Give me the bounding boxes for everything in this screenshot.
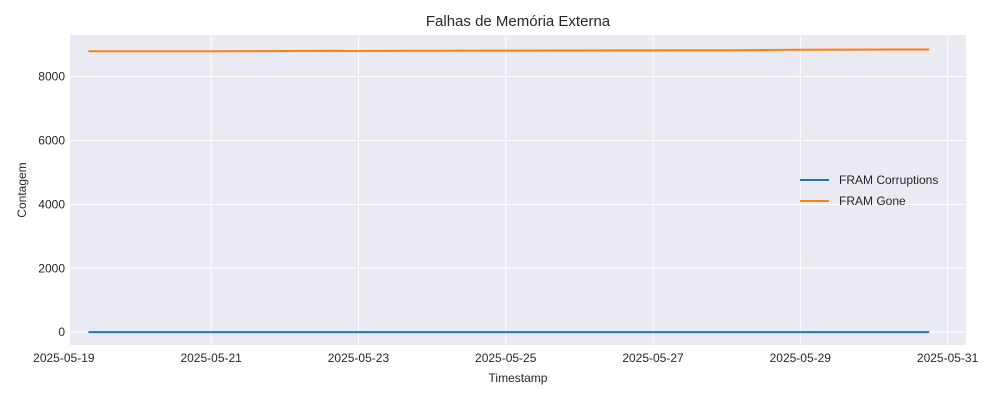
plot-area <box>70 35 966 345</box>
x-tick-label: 2025-05-19 <box>33 351 95 365</box>
x-tick-label: 2025-05-31 <box>917 351 979 365</box>
x-axis-title: Timestamp <box>489 371 548 385</box>
legend-label-1: FRAM Gone <box>839 194 906 208</box>
series-lines <box>88 48 930 334</box>
y-tick-label: 6000 <box>38 133 65 147</box>
y-tick-label: 4000 <box>38 197 65 211</box>
legend-label-0: FRAM Corruptions <box>839 173 938 187</box>
chart-title: Falhas de Memória Externa <box>426 13 611 30</box>
x-tick-labels: 2025-05-19 2025-05-21 2025-05-23 2025-05-25… <box>33 351 978 365</box>
legend: FRAM Corruptions FRAM Gone <box>800 173 938 208</box>
grid <box>63 35 966 345</box>
y-tick-label: 0 <box>58 325 65 339</box>
x-tick-label: 2025-05-25 <box>475 351 537 365</box>
y-axis-title: Contagem <box>15 162 29 217</box>
y-tick-label: 8000 <box>38 70 65 84</box>
x-tick-label: 2025-05-21 <box>180 351 242 365</box>
y-tick-labels: 0 2000 4000 6000 8000 <box>38 70 65 340</box>
series-line-1 <box>88 48 930 53</box>
x-tick-label: 2025-05-23 <box>328 351 390 365</box>
x-tick-label: 2025-05-29 <box>770 351 832 365</box>
x-tick-label: 2025-05-27 <box>622 351 684 365</box>
y-tick-label: 2000 <box>38 261 65 275</box>
